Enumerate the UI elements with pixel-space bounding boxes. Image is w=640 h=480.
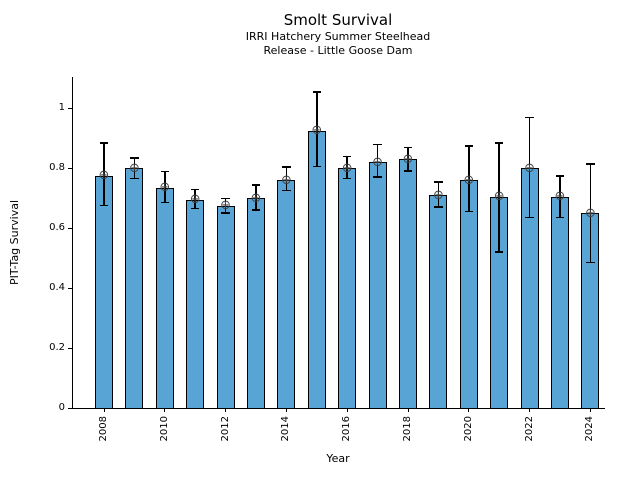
x-tick-mark [164,408,166,412]
x-tick-mark [103,408,105,412]
y-tick-label: 1 [58,102,65,113]
x-tick-mark [285,408,287,412]
error-bar [161,170,168,203]
bar [399,159,417,408]
y-tick-mark [68,107,72,109]
plot-area: 0 0.2 0.4 0.6 0.8 1 2008 2010 2012 2014 2016 2018 20… [49,77,605,441]
y-tick-mark [68,167,72,169]
y-axis-label: PIT-Tag Survival [8,200,21,286]
y-tick-label: 0.8 [49,162,65,173]
x-tick-label: 2018 [402,416,413,442]
error-bar [343,155,351,179]
bar [338,168,357,408]
error-bar [222,197,229,214]
x-axis-label: Year [326,452,350,465]
bar [155,187,174,408]
y-tick-mark [68,287,72,289]
error-bar [131,157,138,179]
error-bar [283,166,290,191]
error-bar [495,142,503,252]
x-tick-label: 2020 [462,416,474,442]
y-tick-label: 0.2 [49,342,65,353]
x-tick-mark [589,408,591,412]
error-bar [191,188,199,209]
x-tick-label: 2010 [158,416,170,442]
x-tick-label: 2016 [341,416,353,442]
bar [551,196,569,408]
chart-title: Smolt Survival [283,11,393,29]
x-tick-label: 2008 [98,416,109,442]
error-bar [252,184,259,210]
bar [186,199,205,408]
x-tick-label: 2022 [523,416,535,442]
error-bar [465,145,472,212]
y-tick-mark [68,227,72,229]
error-bar [100,142,107,206]
bar [459,180,478,408]
x-tick-mark [225,408,227,412]
y-tick-label: 0.6 [49,222,65,233]
error-bar [587,163,594,263]
error-bar [374,143,381,178]
y-tick-label: 0 [58,402,65,413]
x-tick-label: 2024 [584,416,596,442]
error-bar [313,91,320,167]
error-bar [435,181,442,207]
y-tick-mark [68,407,72,409]
x-tick-label: 2012 [219,416,231,442]
bar [95,175,113,408]
error-bar [526,116,533,218]
bar [247,198,265,408]
chart-subtitle-line2: Release - Little Goose Dam [263,44,413,57]
bar [216,205,235,408]
x-tick-mark [407,408,409,412]
error-bar [404,146,411,172]
bar [125,168,144,408]
bar [429,195,448,408]
error-bar [556,175,563,218]
y-tick-mark [68,347,72,349]
bar [368,162,387,408]
x-tick-mark [346,408,348,412]
y-tick-label: 0.4 [49,282,65,293]
bar [277,180,296,408]
x-tick-label: 2014 [280,416,292,442]
chart-subtitle-line1: IRRI Hatchery Summer Steelhead [245,30,431,43]
x-tick-mark [468,408,470,412]
bar [307,130,326,408]
x-tick-mark [529,408,531,412]
title-block: Smolt Survival IRRI Hatchery Summer Stee… [72,10,604,58]
